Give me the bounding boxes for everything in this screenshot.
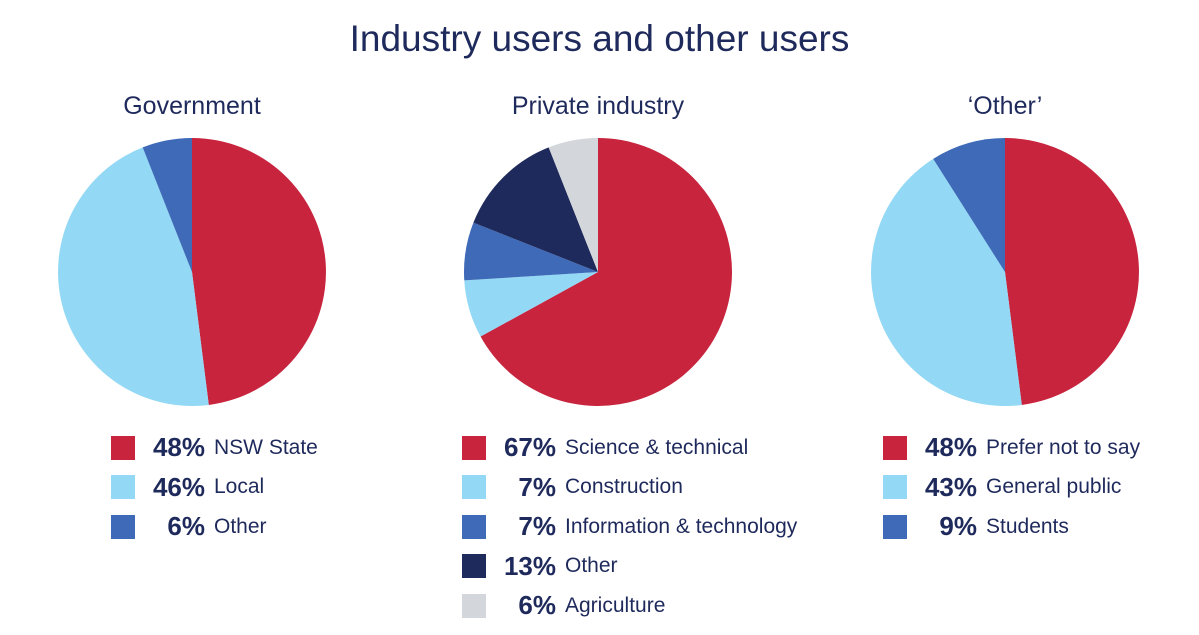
- legend-percent: 46%: [152, 471, 205, 502]
- legend-percent: 6%: [167, 511, 205, 542]
- legend-label: Students: [986, 514, 1069, 538]
- pie-chart-private-industry: Private industry 67% Science & technical 7…: [398, 0, 798, 635]
- legend-label: Prefer not to say: [986, 435, 1141, 459]
- legend-label: Construction: [565, 475, 683, 499]
- pie-chart-other: ‘Other’ 48% Prefer not to say 43% General p…: [805, 0, 1199, 635]
- pie-slice-local: [58, 147, 209, 406]
- pie-title-private-industry: Private industry: [511, 92, 685, 120]
- legend-percent: 48%: [152, 432, 205, 463]
- legend-item: 67% Science & technical: [462, 428, 797, 468]
- legend-percent: 7%: [518, 471, 556, 502]
- legend-swatch: [111, 475, 135, 500]
- legend-swatch: [883, 435, 907, 460]
- legend-label: NSW State: [214, 435, 318, 459]
- pie-slice-construction: [464, 272, 598, 337]
- legend-swatch: [462, 593, 486, 618]
- legend-item: 9% Students: [883, 507, 1140, 547]
- pie-slice-general-public: [871, 158, 1022, 406]
- legend-other: 48% Prefer not to say 43% General public 9% S…: [883, 428, 1140, 547]
- legend-swatch: [111, 514, 135, 539]
- pie-slice-agriculture: [548, 138, 598, 272]
- legend-private-industry: 67% Science & technical 7% Construction 7% In…: [462, 428, 797, 626]
- legend-swatch: [462, 475, 486, 500]
- pie-chart-government: Government 48% NSW State 46% Local 6% Other: [0, 0, 392, 635]
- legend-item: 13% Other: [462, 547, 797, 587]
- pie-government-svg: [58, 138, 326, 406]
- legend-item: 6% Other: [111, 507, 318, 547]
- legend-percent: 9%: [939, 511, 977, 542]
- chart-main-title: Industry users and other users: [349, 18, 850, 59]
- legend-percent: 48%: [924, 432, 977, 463]
- legend-item: 7% Construction: [462, 468, 797, 508]
- legend-swatch: [883, 514, 907, 539]
- legend-percent: 13%: [503, 550, 556, 581]
- legend-percent: 7%: [518, 511, 556, 542]
- pie-slice-students: [933, 138, 1005, 272]
- legend-label: Agriculture: [565, 593, 666, 617]
- pie-slice-science-technical: [480, 138, 732, 406]
- pie-private-industry-svg: [463, 138, 732, 406]
- legend-swatch: [111, 435, 135, 460]
- legend-item: 43% General public: [883, 468, 1140, 508]
- pie-title-government: Government: [123, 92, 261, 120]
- legend-item: 7% Information & technology: [462, 507, 797, 547]
- legend-label: Other: [214, 514, 267, 538]
- legend-item: 6% Agriculture: [462, 586, 797, 626]
- legend-label: Science & technical: [565, 435, 749, 459]
- legend-item: 48% Prefer not to say: [883, 428, 1140, 468]
- pie-slice-information-technology: [463, 222, 598, 281]
- legend-swatch: [462, 435, 486, 460]
- legend-swatch: [883, 475, 907, 500]
- pie-other-svg: [871, 138, 1139, 406]
- pie-title-other: ‘Other’: [967, 92, 1043, 120]
- pie-slice-prefer-not-to-say: [1005, 138, 1139, 405]
- legend-item: 48% NSW State: [111, 428, 318, 468]
- legend-government: 48% NSW State 46% Local 6% Other: [111, 428, 318, 547]
- legend-swatch: [462, 554, 486, 579]
- legend-swatch: [462, 514, 486, 539]
- legend-percent: 6%: [518, 590, 556, 621]
- pie-slice-other: [142, 138, 192, 272]
- legend-label: Information & technology: [565, 514, 798, 538]
- legend-label: Other: [565, 554, 618, 578]
- legend-percent: 67%: [503, 432, 556, 463]
- pie-slice-nsw-state: [192, 138, 326, 405]
- pie-slice-other: [473, 147, 598, 272]
- legend-item: 46% Local: [111, 468, 318, 508]
- legend-label: Local: [214, 475, 265, 499]
- legend-percent: 43%: [924, 471, 977, 502]
- legend-label: General public: [986, 475, 1122, 499]
